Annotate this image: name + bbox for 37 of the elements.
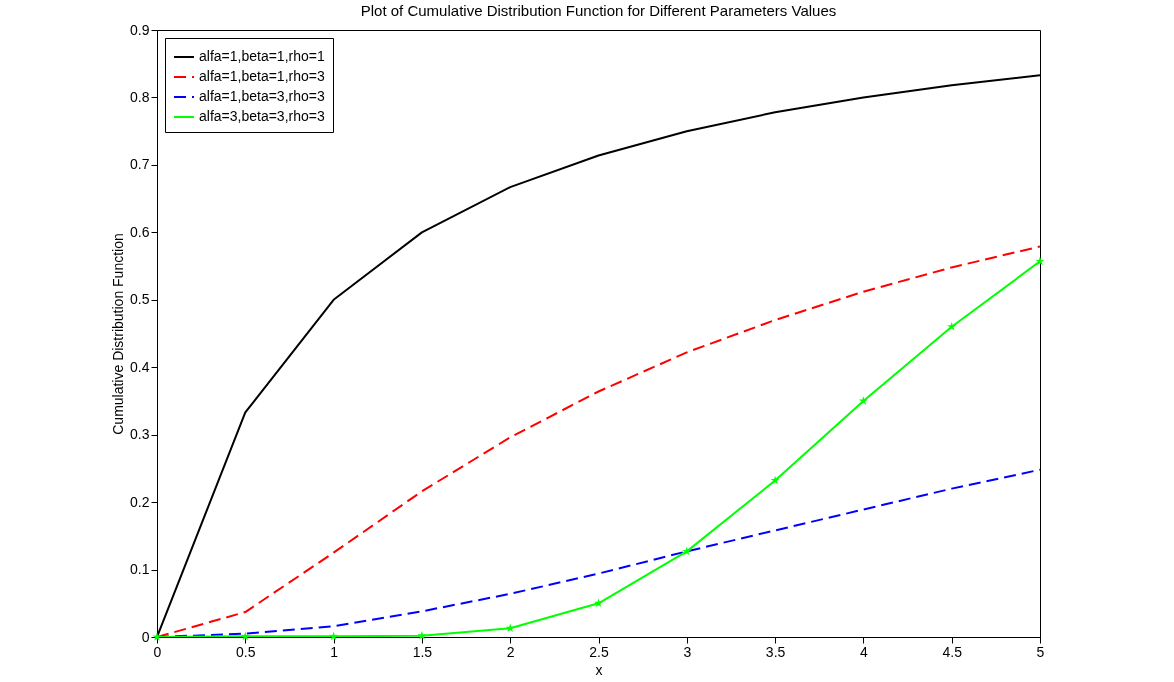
point <box>240 631 250 641</box>
point <box>505 623 515 633</box>
chart-title: Plot of Cumulative Distribution Function for Different Parameters Values <box>360 2 837 19</box>
point <box>1035 256 1045 266</box>
y-tick-label: 0.5 <box>130 291 150 308</box>
point <box>858 396 868 405</box>
y-tick-label: 0.4 <box>130 358 150 375</box>
x-axis-title: x <box>595 661 603 678</box>
point <box>770 475 780 485</box>
x-tick-label: 2 <box>506 643 515 660</box>
legend-label: alfa=1,beta=1,rho=1 <box>199 48 325 64</box>
y-axis-title: Cumulative Distribution Function <box>110 233 127 435</box>
x-tick-label: 3.5 <box>765 643 786 660</box>
point <box>417 630 427 640</box>
y-tick-label: 0.2 <box>130 493 150 510</box>
x-tick-label: 4 <box>860 643 868 660</box>
y-tick-label: 0 <box>141 628 150 645</box>
y-tick-label: 0.7 <box>130 156 150 173</box>
y-tick-label: 0.3 <box>130 426 150 443</box>
x-tick-label: 4.5 <box>942 643 963 660</box>
point <box>593 598 604 608</box>
y-tick-label: 0.1 <box>130 561 150 578</box>
point <box>947 322 957 331</box>
x-tick-label: 3 <box>683 643 692 660</box>
legend-label: alfa=3,beta=3,rho=3 <box>199 108 325 124</box>
x-tick-label: 1 <box>330 643 339 660</box>
x-tick-label: 1.5 <box>412 643 433 660</box>
point <box>329 631 339 641</box>
legend-label: alfa=1,beta=3,rho=3 <box>199 88 325 104</box>
x-tick-label: 0 <box>153 643 162 660</box>
x-tick-label: 2.5 <box>589 643 609 660</box>
y-tick-label: 0.8 <box>130 88 150 105</box>
x-tick-label: 0.5 <box>236 643 256 660</box>
legend-label: alfa=1,beta=1,rho=3 <box>199 68 325 84</box>
x-tick-label: 5 <box>1036 643 1045 660</box>
y-tick-label: 0.6 <box>130 223 150 240</box>
y-tick-label: 0.9 <box>130 21 150 38</box>
